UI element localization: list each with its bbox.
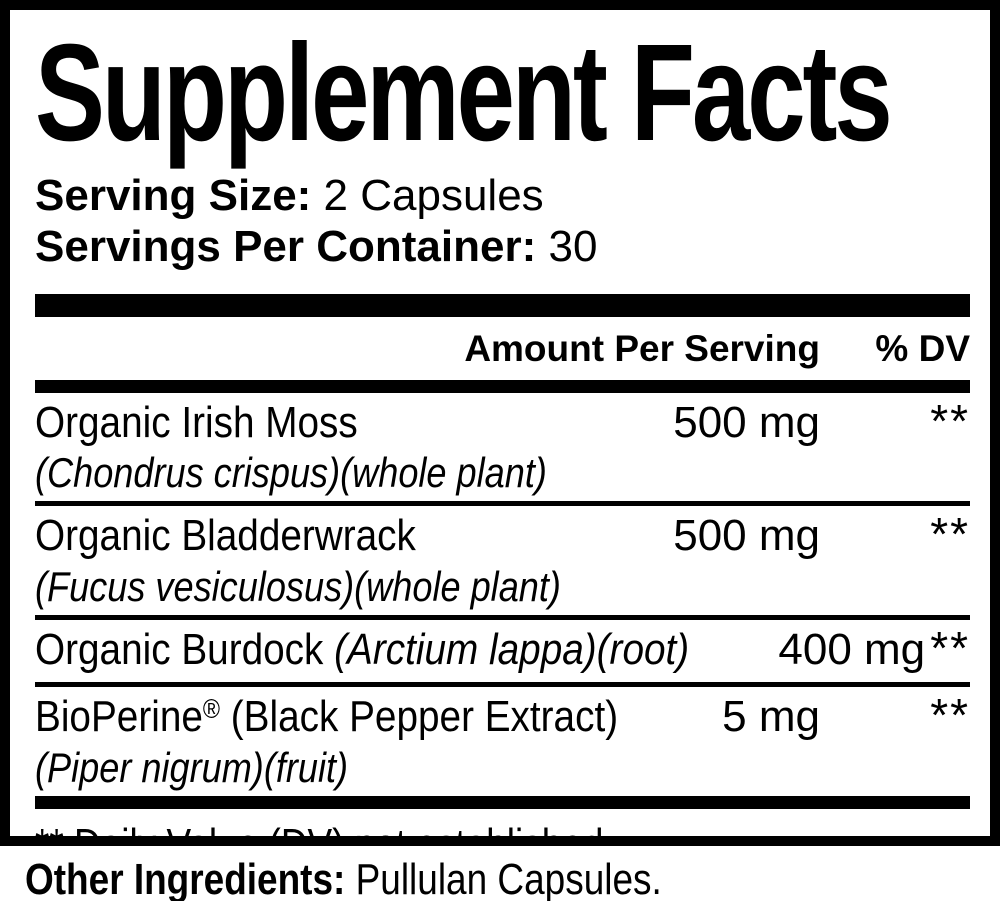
ingredient-latin-name: (Fucus vesiculosus)(whole plant) bbox=[35, 562, 561, 610]
ingredient-name: Organic Irish Moss bbox=[35, 397, 358, 447]
ingredient-name: Organic Bladderwrack bbox=[35, 511, 416, 561]
supplement-facts-title: Supplement Facts bbox=[35, 16, 893, 170]
ingredient-dv: ** bbox=[930, 508, 970, 561]
column-header-row: Amount Per Serving % DV bbox=[35, 317, 970, 380]
registered-trademark-symbol: ® bbox=[202, 694, 221, 725]
ingredient-latin-name: (Arctium lappa)(root) bbox=[334, 624, 690, 674]
ingredient-name-suffix: (Black Pepper Extract) bbox=[230, 692, 619, 742]
other-ingredients-value: Pullulan Capsules. bbox=[355, 855, 662, 901]
other-ingredients-line: Other Ingredients: Pullulan Capsules. bbox=[25, 855, 1000, 901]
ingredient-latin-name: (Piper nigrum)(fruit) bbox=[35, 743, 349, 791]
serving-size-value: 2 Capsules bbox=[323, 171, 544, 220]
amount-per-serving-header: Amount Per Serving bbox=[464, 328, 820, 370]
ingredient-latin-name: (Chondrus crispus)(whole plant) bbox=[35, 449, 547, 497]
supplement-facts-label-box: Supplement Facts Serving Size: 2 Capsule… bbox=[0, 0, 1000, 846]
row-separator bbox=[35, 614, 970, 620]
ingredient-name: BioPerine bbox=[35, 692, 203, 742]
ingredient-dv: ** bbox=[930, 394, 970, 447]
ingredient-name: Organic Burdock bbox=[35, 624, 324, 674]
ingredient-amount: 400 mg bbox=[778, 624, 926, 674]
ingredient-dv: ** bbox=[930, 621, 970, 674]
ingredient-row-irish-moss: Organic Irish Moss 500 mg ** (Chondrus c… bbox=[35, 393, 970, 502]
ingredient-amount: 5 mg bbox=[722, 692, 820, 742]
other-ingredients-label: Other Ingredients: bbox=[25, 855, 346, 901]
ingredient-amount: 500 mg bbox=[673, 511, 820, 561]
serving-size-line: Serving Size: 2 Capsules bbox=[35, 170, 970, 221]
servings-per-container-value: 30 bbox=[548, 222, 598, 272]
ingredient-amount: 500 mg bbox=[673, 397, 820, 447]
percent-dv-header: % DV bbox=[875, 328, 970, 370]
ingredient-row-bladderwrack: Organic Bladderwrack 500 mg ** (Fucus ve… bbox=[35, 506, 970, 615]
row-separator bbox=[35, 501, 970, 507]
heavy-divider-bottom bbox=[35, 795, 970, 809]
daily-value-footnote: ** Daily Value (DV) not established bbox=[35, 819, 604, 846]
medium-divider-header bbox=[35, 379, 970, 393]
servings-per-container-label: Servings Per Container: bbox=[35, 222, 537, 272]
heavy-divider-top bbox=[35, 294, 970, 318]
servings-per-container-line: Servings Per Container: 30 bbox=[35, 221, 970, 272]
ingredient-row-burdock: Organic Burdock (Arctium lappa)(root) 40… bbox=[35, 620, 970, 682]
serving-size-label: Serving Size: bbox=[35, 171, 312, 220]
row-separator bbox=[35, 682, 970, 688]
ingredient-row-bioperine: BioPerine® (Black Pepper Extract) 5 mg *… bbox=[35, 687, 970, 796]
ingredient-dv: ** bbox=[930, 689, 970, 742]
